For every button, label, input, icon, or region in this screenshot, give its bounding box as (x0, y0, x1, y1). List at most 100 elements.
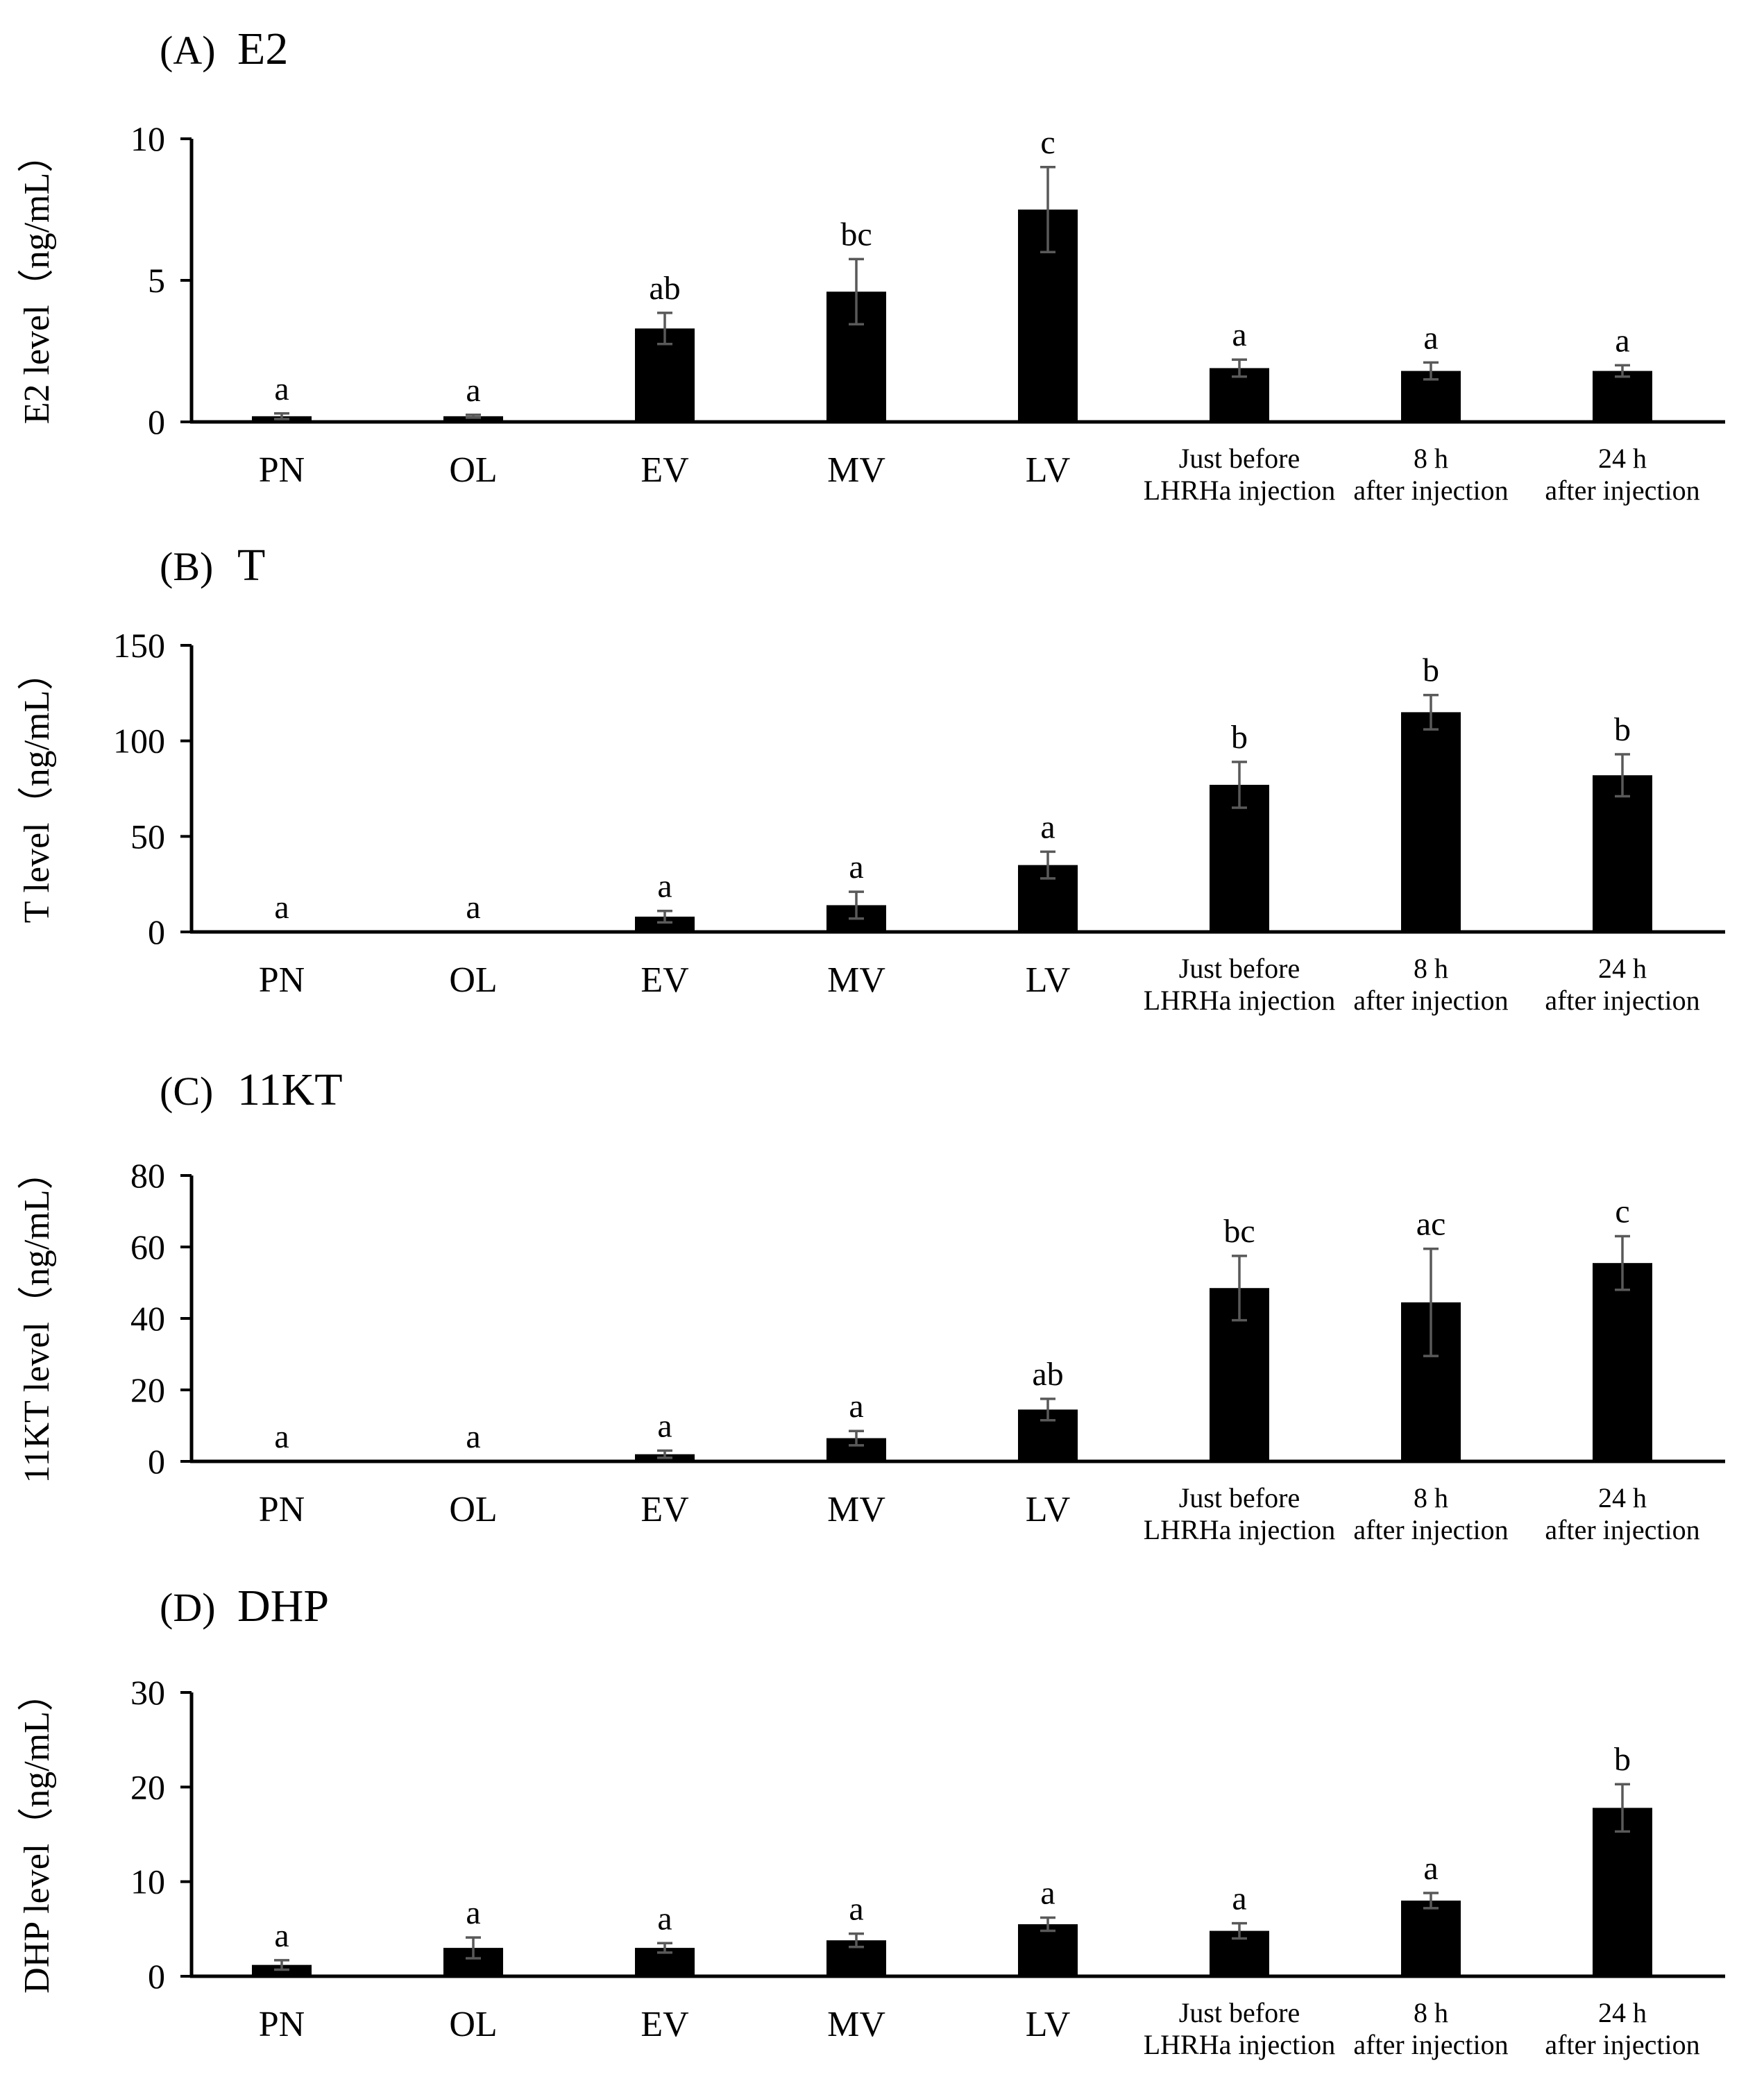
y-tick-label: 100 (113, 722, 165, 761)
significance-label: a (849, 1388, 863, 1425)
error-bar (1040, 166, 1055, 253)
error-bar (849, 1429, 864, 1447)
x-tick-label: 8 h after injection (1353, 443, 1508, 506)
error-bar (1615, 364, 1630, 378)
significance-label: a (1423, 1850, 1438, 1887)
significance-label: bc (840, 216, 872, 253)
panel-label: (C) (160, 1069, 213, 1114)
chart-panel-dhp: (D) DHP DHP level（ng/mL） 0 10 20 30 a PN a OL a EV a M… (17, 1581, 1725, 2060)
significance-label: a (849, 849, 863, 885)
error-bar (1232, 761, 1247, 809)
x-tick-label: MV (827, 1490, 885, 1529)
x-tick-label: OL (449, 450, 497, 490)
error-bar (849, 257, 864, 325)
error-bar (657, 312, 672, 346)
x-tick-label: 8 h after injection (1353, 1482, 1508, 1545)
error-bar (1423, 1247, 1439, 1357)
x-tick-label: EV (641, 450, 688, 490)
y-axis-label: 11KT level（ng/mL） (17, 1153, 57, 1483)
x-tick-label: EV (641, 960, 688, 1000)
x-tick-label: OL (449, 2005, 497, 2044)
bar (1210, 784, 1269, 932)
significance-label: ab (649, 270, 680, 307)
significance-label: b (1231, 719, 1248, 756)
x-tick-label: 8 h after injection (1353, 1997, 1508, 2060)
significance-label: b (1423, 652, 1439, 689)
significance-label: a (657, 868, 672, 905)
significance-label: ac (1416, 1206, 1446, 1243)
significance-label: ab (1032, 1356, 1063, 1393)
x-tick-label: LV (1026, 2005, 1071, 2044)
x-tick-label: MV (827, 450, 885, 490)
error-bar (1615, 1234, 1630, 1291)
x-tick-label: MV (827, 2005, 885, 2044)
x-tick-label: Just before LHRHa injection (1144, 953, 1336, 1016)
significance-label: b (1614, 711, 1631, 748)
bar (635, 916, 695, 932)
y-tick-label: 150 (113, 626, 165, 665)
y-tick-label: 50 (130, 817, 165, 856)
chart-panel-11kt: (C) 11KT 11KT level（ng/mL） 0 20 40 60 80 a PN a OL a… (17, 1064, 1725, 1545)
y-tick-label: 20 (130, 1767, 165, 1806)
chart-title: DHP (237, 1581, 329, 1631)
significance-label: a (466, 889, 480, 926)
y-tick-label: 10 (130, 1862, 165, 1901)
y-tick-label: 0 (148, 1957, 165, 1996)
significance-label: c (1615, 1194, 1629, 1230)
significance-label: a (466, 1894, 480, 1931)
error-bar (1232, 1921, 1247, 1940)
x-tick-label: Just before LHRHa injection (1144, 1997, 1336, 2060)
x-tick-label: OL (449, 1490, 497, 1529)
x-tick-label: 24 h after injection (1545, 443, 1699, 506)
bar (1593, 1808, 1652, 1976)
x-tick-label: LV (1026, 1490, 1071, 1529)
panel-label: (D) (160, 1585, 216, 1630)
y-tick-label: 0 (148, 1442, 165, 1481)
error-bar (849, 1932, 864, 1949)
error-bar (657, 1449, 672, 1459)
x-tick-label: 24 h after injection (1545, 1997, 1699, 2060)
y-axis-label: DHP level（ng/mL） (17, 1675, 57, 1994)
x-tick-label: PN (259, 450, 305, 490)
error-bar (657, 909, 672, 924)
significance-label: a (274, 371, 289, 407)
x-tick-label: LV (1026, 960, 1071, 1000)
x-tick-label: EV (641, 1490, 688, 1529)
error-bar (1040, 850, 1055, 880)
y-tick-label: 5 (148, 261, 165, 300)
x-tick-label: PN (259, 1490, 305, 1529)
chart-panel-e2: (A) E2 E2 level（ng/mL） 0 5 10 a PN a OL ab EV bc MV c L… (17, 24, 1725, 506)
y-tick-label: 10 (130, 119, 165, 158)
significance-label: a (1040, 808, 1055, 845)
error-bar (1040, 1398, 1055, 1422)
error-bar (1040, 1916, 1055, 1933)
bar (1401, 1900, 1461, 1976)
y-tick-label: 40 (130, 1299, 165, 1338)
x-tick-label: MV (827, 960, 885, 1000)
error-bar (274, 1959, 289, 1971)
significance-label: a (466, 372, 480, 409)
y-tick-label: 80 (130, 1156, 165, 1195)
y-tick-label: 0 (148, 912, 165, 951)
error-bar (849, 890, 864, 920)
error-bar (1615, 753, 1630, 798)
significance-label: a (1615, 322, 1629, 359)
significance-label: a (1040, 1874, 1055, 1911)
bar (1593, 1263, 1652, 1461)
x-tick-label: 8 h after injection (1353, 953, 1508, 1016)
error-bar (1423, 693, 1439, 731)
error-bar (1423, 1892, 1439, 1910)
bar (1593, 775, 1652, 932)
x-tick-label: PN (259, 2005, 305, 2044)
significance-label: a (274, 1917, 289, 1954)
significance-label: a (1232, 316, 1246, 353)
y-axis-label: T level（ng/mL） (17, 654, 57, 924)
significance-label: a (274, 889, 289, 926)
significance-label: a (1232, 1880, 1246, 1917)
bar (1018, 1924, 1078, 1976)
x-tick-label: Just before LHRHa injection (1144, 1482, 1336, 1545)
error-bar (1615, 1783, 1630, 1833)
bar (443, 416, 503, 422)
error-bar (1232, 358, 1247, 378)
